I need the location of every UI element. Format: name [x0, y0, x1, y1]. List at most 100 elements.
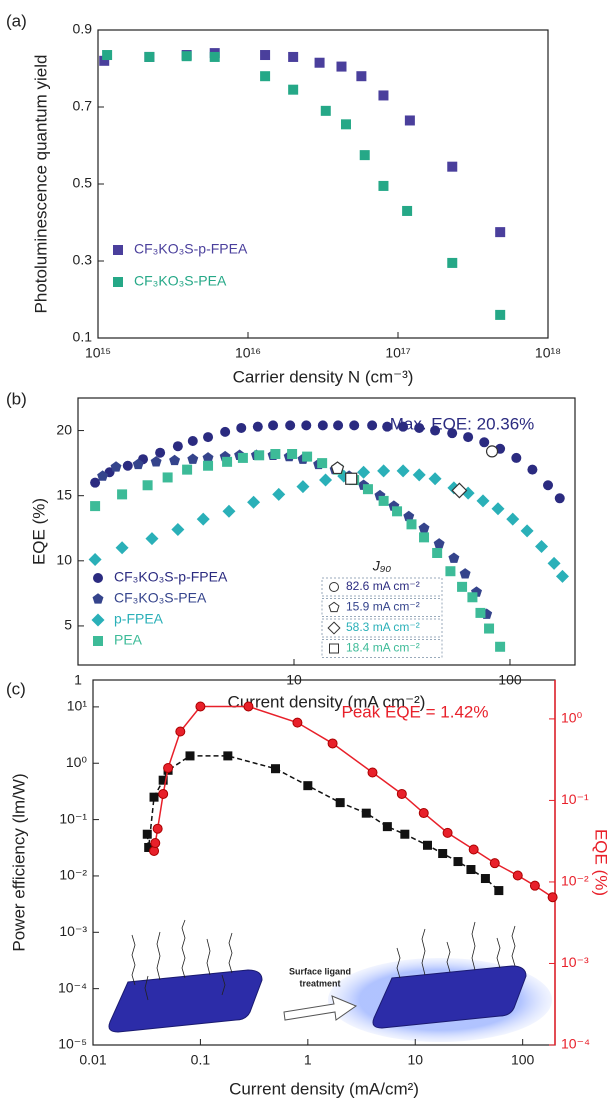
plot-frame: [77, 397, 576, 666]
point: [149, 792, 159, 802]
y-tick-label: 10⁻⁵: [58, 1036, 87, 1052]
y-axis-label: Power efficiency (lm/W): [9, 773, 28, 951]
point: [404, 115, 415, 126]
point: [349, 420, 360, 431]
arrow: [283, 995, 358, 1021]
point: [162, 472, 173, 483]
point: [475, 607, 486, 618]
point: [99, 55, 110, 66]
y-tick-label: 0.7: [73, 98, 93, 114]
plot-frame: [97, 29, 549, 339]
point: [459, 568, 471, 579]
legend-label: CF₃KO₃S-PEA: [134, 273, 227, 289]
point: [529, 880, 540, 891]
y2-tick-label: 10⁻⁴: [561, 1036, 590, 1052]
point: [142, 480, 153, 491]
inset-text: treatment: [299, 978, 340, 988]
point: [359, 150, 370, 161]
point: [288, 84, 299, 95]
point: [554, 493, 565, 504]
y-tick-label: 5: [64, 617, 72, 633]
y-tick-label: 10⁻¹: [59, 810, 87, 826]
point: [272, 487, 286, 501]
point: [447, 257, 458, 268]
x-tick-label: 0.1: [191, 1052, 211, 1068]
point: [122, 460, 133, 471]
point: [367, 767, 378, 778]
point: [402, 205, 413, 216]
point: [285, 420, 296, 431]
point: [463, 432, 474, 443]
x-axis-label: Current density (mA cm⁻²): [228, 692, 426, 711]
point: [491, 502, 505, 516]
point: [448, 552, 460, 563]
x-tick-label: 10¹⁷: [385, 345, 410, 361]
y-tick-label: 15: [56, 486, 72, 502]
legend-marker: [93, 636, 103, 646]
slab-left: [108, 969, 263, 1033]
point: [317, 458, 328, 469]
point: [260, 50, 271, 61]
point: [175, 726, 186, 737]
point: [396, 788, 407, 799]
y-tick-label: 10⁻³: [59, 923, 87, 939]
x-tick-label: 10¹⁵: [85, 345, 111, 361]
point: [467, 592, 478, 603]
point: [466, 865, 476, 875]
y2-tick-label: 10⁰: [561, 710, 583, 726]
point: [495, 309, 506, 320]
point: [203, 432, 214, 443]
point: [547, 556, 561, 570]
point: [296, 480, 310, 494]
point: [144, 51, 155, 62]
point: [495, 641, 506, 652]
x-tick-label: 10: [407, 1052, 423, 1068]
point: [102, 50, 113, 61]
inset: Surface ligand treatment: [108, 919, 552, 1042]
point: [110, 461, 122, 472]
point: [117, 489, 128, 500]
point: [115, 541, 129, 555]
point: [506, 512, 520, 526]
point: [512, 870, 523, 881]
j90-legend-marker: [329, 582, 339, 592]
point: [237, 452, 248, 463]
point: [202, 452, 214, 463]
point: [172, 441, 183, 452]
point: [243, 701, 254, 712]
y2-axis-label: EQE (%): [592, 829, 611, 896]
y-tick-label: 10⁻²: [59, 867, 87, 883]
point: [396, 464, 410, 478]
point: [476, 494, 490, 508]
point: [361, 808, 371, 818]
j90-box: [321, 598, 443, 617]
point: [403, 510, 415, 522]
legend-marker: [93, 573, 103, 583]
point: [367, 420, 378, 431]
point: [398, 421, 409, 432]
point: [484, 623, 495, 634]
point: [340, 119, 351, 130]
point: [247, 495, 261, 509]
point: [438, 849, 448, 859]
x-tick-label: 10¹⁶: [235, 345, 261, 361]
point: [480, 874, 490, 884]
point: [422, 840, 432, 850]
point: [317, 420, 328, 431]
y2-tick-label: 10⁻¹: [561, 791, 589, 807]
x-axis-label: Current density (mA/cm²): [229, 1079, 419, 1098]
point: [185, 751, 195, 761]
point: [419, 532, 430, 543]
j90-point: [485, 445, 499, 458]
point: [97, 470, 109, 481]
x-tick-label: 1: [74, 672, 82, 688]
point: [187, 453, 199, 464]
y-tick-label: 0.5: [73, 175, 93, 191]
point: [382, 421, 393, 432]
point: [302, 451, 313, 462]
j90-legend-marker: [329, 643, 339, 654]
legend-marker: [92, 593, 104, 604]
j90-title: J₉₀: [372, 558, 392, 574]
point: [171, 523, 185, 537]
